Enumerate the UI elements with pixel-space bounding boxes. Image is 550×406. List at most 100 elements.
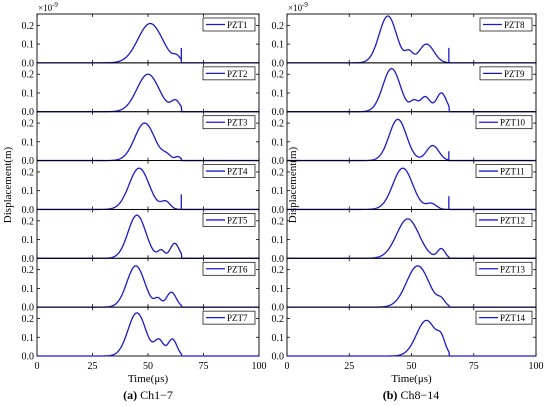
y-tick-label: 0.1: [272, 333, 285, 344]
legend-pzt7: PZT7: [202, 310, 256, 325]
legend-label: PZT13: [500, 264, 526, 274]
y-tick-label: 0.2: [22, 167, 35, 178]
legend-pzt2: PZT2: [202, 66, 256, 81]
y-tick-label: 0.1: [22, 137, 35, 148]
y-tick-label: 0.0: [272, 156, 285, 167]
y-tick-label: 0.0: [272, 58, 285, 69]
x-tick-label: 75: [469, 361, 479, 372]
y-axis-title: Displacement(m): [287, 146, 299, 223]
legend-label: PZT5: [227, 215, 248, 225]
series-line-pzt7: [37, 312, 259, 357]
legend-label: PZT12: [500, 215, 525, 225]
legend-label: PZT11: [500, 167, 525, 177]
subplot-pzt5: 0.0 0.1 0.2 PZT5: [22, 208, 260, 265]
legend-box: [475, 213, 533, 227]
x-axis-title: Time(μs): [391, 373, 432, 385]
legend-label: PZT10: [500, 118, 526, 128]
legend-label: PZT4: [227, 167, 248, 177]
y-tick-label: 0.1: [272, 284, 285, 295]
subplot-pzt8: 0.0 0.1 0.2 PZT8: [272, 13, 537, 69]
y-tick-label: 0.2: [272, 70, 285, 81]
legend-label: PZT1: [227, 20, 248, 30]
y-tick-label: 0.0: [22, 156, 35, 167]
chart-b: ×10-9 0.0 0.1 0.2 PZT8 0.0 0.1 0.2 PZT9 0.0 0.1 0.2…: [272, 1, 544, 402]
x-tick-label: 25: [344, 361, 354, 372]
legend-box: [479, 66, 533, 81]
subplot-pzt7: 0.0 0.1 0.2 PZT7: [22, 306, 260, 363]
y-tick-label: 0.1: [272, 137, 285, 148]
y-tick-label: 0.0: [272, 303, 285, 314]
x-tick-label: 50: [407, 361, 417, 372]
y-tick-label: 0.0: [272, 107, 285, 118]
y-tick-label: 0.2: [22, 216, 35, 227]
x-tick-label: 75: [199, 361, 209, 372]
legend-label: PZT6: [227, 264, 248, 274]
y-tick-label: 0.1: [272, 40, 285, 51]
y-axis-title: Displacement(m): [2, 146, 14, 223]
y-tick-label: 0.2: [272, 265, 285, 276]
legend-box: [202, 115, 256, 130]
legend-box: [475, 261, 533, 276]
legend-pzt12: PZT12: [475, 213, 533, 227]
subplot-pzt1: 0.0 0.1 0.2 PZT1: [22, 13, 260, 69]
legend-box: [202, 310, 256, 325]
y-tick-label: 0.0: [22, 352, 35, 363]
y-tick-label: 0.0: [272, 352, 285, 363]
y-tick-label: 0.0: [272, 254, 285, 265]
legend-pzt14: PZT14: [475, 310, 533, 325]
y-tick-label: 0.1: [22, 235, 35, 246]
subplot-pzt2: 0.0 0.1 0.2 PZT2: [22, 62, 260, 118]
x-tick-label: 0: [35, 361, 40, 372]
legend-box: [202, 164, 256, 178]
y-tick-label: 0.1: [22, 88, 35, 99]
y-tick-label: 0.1: [272, 235, 285, 246]
y-tick-label: 0.1: [22, 333, 35, 344]
y-tick-label: 0.2: [22, 265, 35, 276]
legend-label: PZT2: [227, 69, 248, 79]
legend-label: PZT9: [504, 69, 525, 79]
subplot-pzt6: 0.0 0.1 0.2 PZT6: [22, 257, 260, 314]
y-tick-label: 0.1: [22, 284, 35, 295]
chart-a: ×10-9 0.0 0.1 0.2 PZT1 0.0 0.1 0.2 PZT2 0.0 0.1 0.2…: [2, 1, 267, 402]
x-axis-title: Time(μs): [128, 373, 169, 385]
legend-box: [202, 213, 256, 227]
legend-pzt11: PZT11: [475, 164, 533, 178]
legend-pzt10: PZT10: [475, 115, 533, 130]
y-tick-label: 0.2: [272, 119, 285, 130]
y-multiplier-label: ×10-9: [288, 1, 308, 13]
y-tick-label: 0.0: [22, 303, 35, 314]
y-multiplier-label: ×10-9: [38, 1, 58, 13]
x-tick-label: 100: [529, 361, 544, 372]
legend-label: PZT7: [227, 313, 248, 323]
legend-box: [202, 17, 256, 32]
caption: (a) Ch1−7: [123, 388, 173, 402]
subplot-pzt13: 0.0 0.1 0.2 PZT13: [272, 257, 537, 314]
series-line-pzt14: [287, 319, 536, 357]
y-tick-label: 0.2: [272, 167, 285, 178]
subplot-pzt10: 0.0 0.1 0.2 PZT10: [272, 111, 537, 167]
y-tick-label: 0.0: [22, 58, 35, 69]
legend-pzt8: PZT8: [479, 17, 533, 32]
legend-pzt3: PZT3: [202, 115, 256, 130]
legend-label: PZT3: [227, 118, 248, 128]
subplot-pzt4: 0.0 0.1 0.2 PZT4: [22, 160, 260, 216]
y-tick-label: 0.1: [272, 88, 285, 99]
legend-box: [475, 164, 533, 178]
legend-box: [475, 115, 533, 130]
y-tick-label: 0.1: [272, 186, 285, 197]
legend-label: PZT8: [504, 20, 525, 30]
legend-pzt1: PZT1: [202, 17, 256, 32]
y-tick-label: 0.2: [272, 216, 285, 227]
legend-pzt9: PZT9: [479, 66, 533, 81]
y-tick-label: 0.1: [22, 40, 35, 51]
y-tick-label: 0.2: [22, 119, 35, 130]
y-tick-label: 0.0: [22, 254, 35, 265]
legend-label: PZT14: [500, 313, 526, 323]
y-tick-label: 0.2: [22, 314, 35, 325]
legend-box: [202, 66, 256, 81]
legend-box: [479, 17, 533, 32]
y-tick-label: 0.1: [22, 186, 35, 197]
x-tick-label: 100: [252, 361, 267, 372]
x-tick-label: 25: [88, 361, 98, 372]
